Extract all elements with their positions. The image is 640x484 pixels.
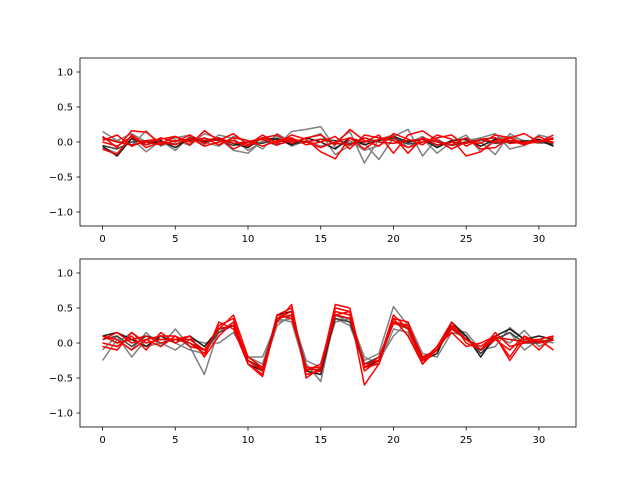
y-tick-label: −0.5 xyxy=(49,374,73,385)
bottom-subplot: 0 5 10 15 20 25 30 −1.0 −0.5 0.0 0.5 1.0 xyxy=(49,258,577,446)
x-tick-label: 25 xyxy=(460,435,473,446)
y-tick-label: −0.5 xyxy=(49,173,73,184)
y-tick-label: −1.0 xyxy=(49,208,73,219)
x-tick-label: 20 xyxy=(387,234,400,245)
series-lines xyxy=(101,303,554,386)
x-tick-label: 10 xyxy=(242,435,255,446)
top-subplot: 0 5 10 15 20 25 30 −1.0 −0.5 0.0 0.5 1.0 xyxy=(49,57,577,245)
x-tick-label: 15 xyxy=(314,435,327,446)
y-tick-label: 0.5 xyxy=(57,304,73,315)
y-tick-label: 1.0 xyxy=(57,68,73,79)
x-tick-label: 0 xyxy=(99,234,105,245)
series-line-0 xyxy=(101,305,554,383)
y-tick-label: 0.5 xyxy=(57,103,73,114)
series-line-9 xyxy=(102,314,554,371)
y-axis: −1.0 −0.5 0.0 0.5 1.0 xyxy=(49,269,80,420)
x-tick-label: 25 xyxy=(460,234,473,245)
y-tick-label: −1.0 xyxy=(49,409,73,420)
x-tick-label: 5 xyxy=(172,435,178,446)
y-tick-label: 0.0 xyxy=(57,138,73,149)
x-tick-label: 10 xyxy=(242,234,255,245)
x-tick-label: 20 xyxy=(387,435,400,446)
series-lines xyxy=(102,125,554,164)
series-line-9 xyxy=(102,137,554,146)
x-axis: 0 5 10 15 20 25 30 xyxy=(99,226,545,245)
x-tick-label: 15 xyxy=(314,234,327,245)
y-tick-label: 1.0 xyxy=(57,269,73,280)
x-tick-label: 5 xyxy=(172,234,178,245)
y-tick-label: 0.0 xyxy=(57,339,73,350)
x-tick-label: 0 xyxy=(99,435,105,446)
series-line-8 xyxy=(102,134,554,154)
x-tick-label: 30 xyxy=(533,435,546,446)
x-tick-label: 30 xyxy=(533,234,546,245)
x-axis: 0 5 10 15 20 25 30 xyxy=(99,427,545,446)
y-axis: −1.0 −0.5 0.0 0.5 1.0 xyxy=(49,68,80,219)
